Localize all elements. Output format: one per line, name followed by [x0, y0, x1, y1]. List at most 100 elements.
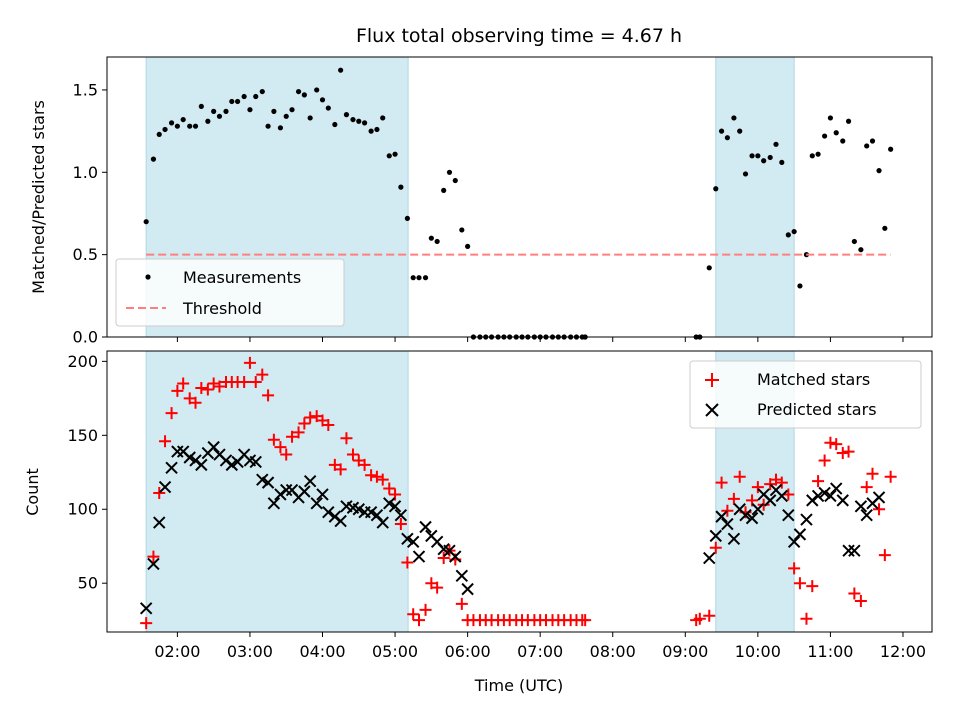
- measurement-point: [380, 115, 386, 121]
- y-tick-label: 50: [78, 574, 98, 593]
- predicted-star-point: [842, 544, 855, 557]
- y-axis-ticks: 0.0 0.5 1.0 1.5: [73, 80, 107, 347]
- predicted-star-point: [751, 503, 765, 516]
- predicted-star-point: [872, 491, 886, 504]
- x-tick-label: 12:00: [880, 642, 926, 661]
- x-tick-label: 11:00: [807, 642, 853, 661]
- matched-star-point: [267, 433, 280, 446]
- x-tick-label: 10:00: [735, 642, 781, 661]
- measurement-point: [398, 184, 404, 190]
- matched-star-point: [238, 376, 251, 389]
- predicted-star-point: [401, 532, 414, 546]
- measurement-point: [452, 177, 458, 184]
- predicted-star-point: [824, 489, 837, 503]
- measurement-point: [295, 88, 302, 95]
- measurement-point: [773, 141, 779, 147]
- measurement-point: [277, 125, 284, 131]
- legend-label-threshold: Threshold: [182, 299, 262, 318]
- predicted-star-point: [322, 505, 335, 519]
- measurement-point: [713, 186, 719, 192]
- measurement-point: [368, 128, 374, 134]
- predicted-star-point: [256, 473, 269, 486]
- measurement-point: [198, 103, 204, 110]
- predicted-star-point: [207, 440, 220, 454]
- predicted-star-point: [352, 503, 365, 516]
- measurement-point: [840, 138, 846, 144]
- predicted-star-point: [848, 544, 861, 557]
- measurement-point: [216, 113, 223, 119]
- predicted-star-point: [715, 510, 728, 523]
- predicted-star-point: [703, 551, 716, 565]
- predicted-star-point: [787, 535, 801, 548]
- measurement-point: [718, 128, 725, 134]
- predicted-star-point: [449, 550, 462, 563]
- predicted-star-point: [249, 455, 262, 469]
- matched-star-point: [709, 541, 722, 554]
- counts-series: [140, 357, 897, 630]
- legend-label-predicted: Predicted stars: [757, 400, 877, 419]
- y-axis-label: Matched/Predicted stars: [29, 100, 48, 294]
- predicted-star-point: [225, 458, 239, 472]
- measurement-point: [876, 168, 882, 174]
- measurement-point: [350, 116, 356, 123]
- predicted-star-point: [376, 516, 389, 529]
- measurement-point: [162, 126, 168, 133]
- matched-star-point: [262, 389, 275, 402]
- y-tick-label: 1.0: [73, 163, 98, 182]
- predicted-star-point: [406, 535, 420, 548]
- predicted-star-point: [727, 532, 741, 546]
- matched-star-point: [140, 617, 153, 630]
- matched-star-point: [703, 609, 716, 622]
- predicted-star-point: [793, 528, 807, 541]
- measurement-point: [332, 121, 338, 128]
- matched-star-point: [370, 470, 383, 483]
- measurement-point: [319, 97, 326, 103]
- matched-star-point: [733, 470, 746, 483]
- measurement-point: [767, 154, 773, 161]
- matched-star-point: [854, 594, 867, 607]
- matched-star-point: [727, 492, 740, 505]
- matched-star-point: [334, 463, 347, 476]
- predicted-star-point: [455, 569, 469, 583]
- measurement-point: [851, 238, 857, 245]
- predicted-star-point: [183, 451, 196, 464]
- legend-plus-marker: [705, 373, 719, 387]
- predicted-star-point: [775, 489, 789, 503]
- measurement-point: [392, 151, 398, 157]
- predicted-star-point: [261, 476, 275, 489]
- predicted-star-point: [153, 516, 166, 529]
- predicted-star-point: [334, 514, 347, 528]
- matched-star-point: [274, 441, 287, 454]
- matched-star-point: [878, 549, 891, 562]
- predicted-star-point: [147, 557, 160, 571]
- matched-star-point: [153, 486, 166, 499]
- x-tick-label: 09:00: [662, 642, 708, 661]
- legend-box: [115, 258, 345, 327]
- counts-panel: 50 100 150 200 02:00 03:00 04:00 05:00 06:00 07:…: [23, 351, 933, 695]
- predicted-star-point: [763, 494, 777, 507]
- matched-star-point: [848, 587, 861, 600]
- measurement-point: [441, 187, 447, 194]
- matched-star-point: [836, 447, 849, 460]
- predicted-star-point: [836, 494, 849, 507]
- measurement-point: [247, 107, 253, 113]
- matched-star-point: [793, 577, 806, 590]
- y-tick-label: 0.5: [73, 245, 98, 264]
- y-tick-label: 100: [67, 500, 98, 519]
- measurement-point: [459, 227, 465, 233]
- predicted-star-point: [158, 480, 172, 494]
- ratio-panel: 0.0 0.5 1.0 1.5 Matched/Predicted stars Mea…: [29, 56, 933, 347]
- measurement-point: [791, 228, 797, 235]
- measurement-point: [223, 108, 229, 114]
- measurement-point: [301, 92, 307, 98]
- legend-dot-marker: [145, 274, 151, 280]
- matched-star-point: [788, 562, 801, 575]
- measurement-point: [858, 247, 864, 253]
- legend-label-matched: Matched stars: [757, 370, 870, 389]
- matched-star-point: [147, 550, 160, 563]
- predicted-star-point: [280, 483, 293, 497]
- measurement-point: [779, 159, 785, 166]
- measurement-point: [827, 115, 834, 121]
- measurement-point: [755, 153, 761, 159]
